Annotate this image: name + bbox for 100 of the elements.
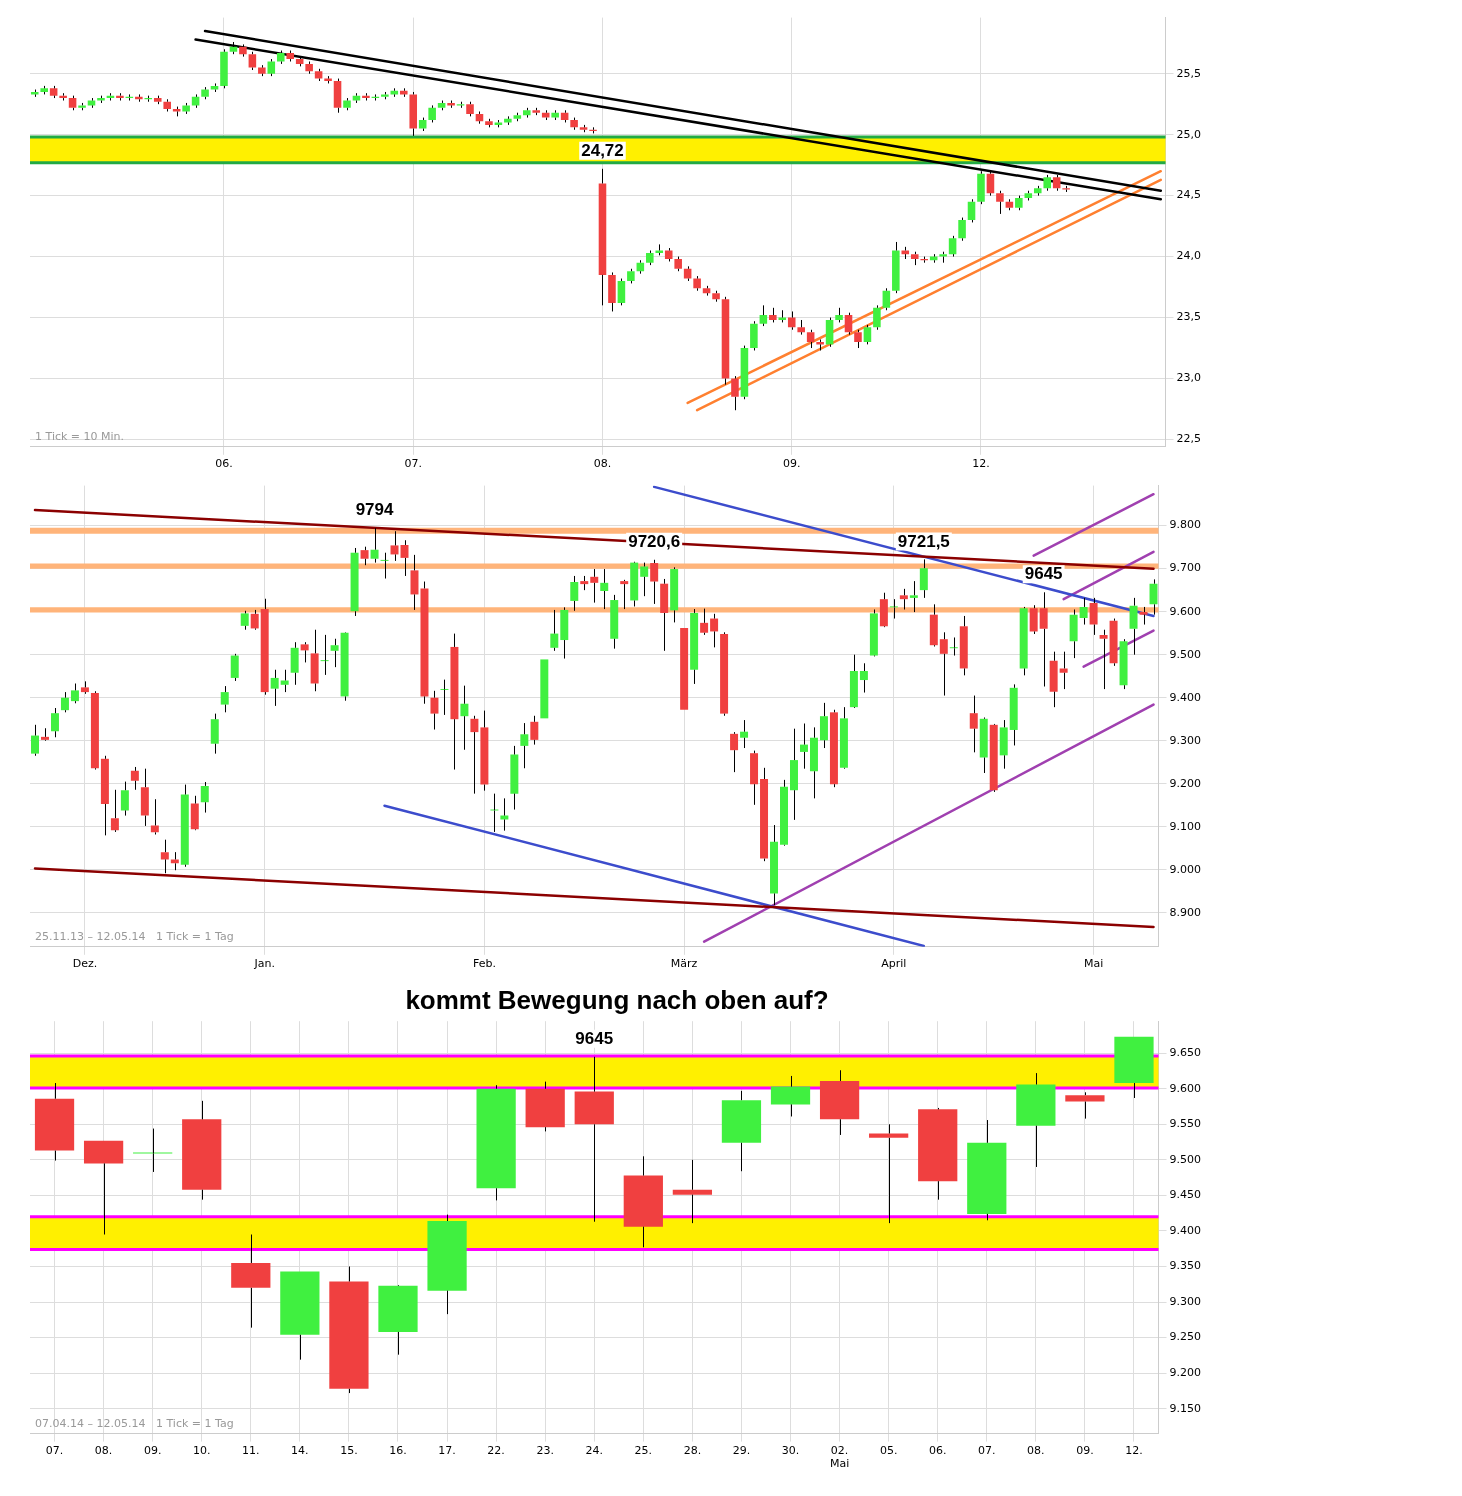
candlestick <box>258 64 266 77</box>
candlestick <box>623 1155 663 1248</box>
candlestick <box>450 633 459 771</box>
y-tick-label: 9.600 <box>1169 1081 1202 1095</box>
candlestick <box>683 265 692 282</box>
candlestick <box>170 851 179 871</box>
candlestick <box>410 554 419 611</box>
x-tick-label: 16. <box>389 1444 407 1458</box>
candlestick <box>759 304 768 327</box>
candlestick <box>1005 198 1014 211</box>
candlestick <box>1019 608 1028 676</box>
candlestick <box>510 745 519 811</box>
candlestick <box>83 1140 124 1236</box>
x-tick-label: 07. <box>404 457 422 471</box>
candlestick <box>190 795 199 830</box>
candlestick <box>918 1109 958 1201</box>
candlestick <box>608 271 616 312</box>
candlestick <box>220 48 228 89</box>
candlestick <box>989 724 998 793</box>
candlestick <box>378 1285 418 1356</box>
y-tick-label: 9.400 <box>1169 690 1202 704</box>
candlestick <box>310 629 319 692</box>
candlestick <box>352 92 361 104</box>
chart-title: kommt Bewegung nach oben auf? <box>405 984 829 1015</box>
candlestick <box>939 631 948 697</box>
y-tick-label: 9.650 <box>1169 1046 1202 1060</box>
candlestick <box>1029 604 1038 635</box>
y-tick-label: 9.500 <box>1169 1152 1202 1166</box>
x-tick-label: 22. <box>487 1444 505 1458</box>
candlestick <box>899 588 908 610</box>
candlestick <box>250 609 259 629</box>
candlestick <box>646 249 654 266</box>
candlestick <box>797 319 805 336</box>
candlestick <box>276 50 285 65</box>
candlestick <box>343 97 351 111</box>
candlestick <box>809 726 818 799</box>
candlestick <box>305 61 313 75</box>
candlestick <box>220 685 229 713</box>
candlestick <box>551 109 559 121</box>
candlestick <box>570 117 578 131</box>
candlestick <box>702 285 711 297</box>
candlestick <box>721 1090 762 1172</box>
candlestick <box>967 198 976 223</box>
candlestick <box>1043 174 1052 192</box>
candlestick <box>182 1100 222 1201</box>
candlestick <box>859 662 868 694</box>
candlestick <box>560 606 569 660</box>
x-tick-label: 08. <box>593 457 612 471</box>
candlestick <box>240 610 249 631</box>
candlestick <box>580 575 589 591</box>
candlestick <box>712 290 720 303</box>
candlestick <box>350 547 359 617</box>
candlestick <box>600 568 609 610</box>
candlestick <box>819 1069 860 1136</box>
candlestick <box>31 724 39 757</box>
candlestick <box>80 680 89 695</box>
candlestick <box>400 539 409 577</box>
x-tick-label: 08. <box>1027 1444 1045 1458</box>
candlestick <box>163 98 171 112</box>
candlestick <box>470 715 479 795</box>
candlestick <box>770 824 779 906</box>
x-tick-label: 08. <box>94 1444 113 1458</box>
annotation: 1 Tick = 10 Min. <box>35 430 125 444</box>
x-tick-label: 05. <box>879 1444 898 1458</box>
candlestick <box>996 190 1004 215</box>
candlestick <box>523 107 531 119</box>
candlestick <box>34 1082 75 1162</box>
candlestick <box>570 575 579 612</box>
candlestick <box>750 320 758 351</box>
x-tick-label: 15. <box>340 1444 358 1458</box>
candlestick <box>133 1128 173 1173</box>
y-tick-label: 24,5 <box>1176 188 1202 202</box>
candlestick <box>1059 651 1068 690</box>
x-tick-label: 30. <box>781 1444 800 1458</box>
candlestick <box>329 1266 369 1394</box>
candlestick <box>340 632 349 702</box>
y-tick-label: 9.500 <box>1169 647 1202 661</box>
candlestick <box>333 78 342 114</box>
candlestick <box>1009 683 1018 746</box>
candlestick <box>160 839 169 874</box>
y-tick-label: 25,0 <box>1176 127 1202 141</box>
x-tick-label: Feb. <box>472 957 496 971</box>
x-tick-label: April <box>881 957 907 971</box>
candlestick <box>700 608 709 636</box>
candlestick <box>849 654 858 708</box>
candlestick <box>430 690 439 731</box>
candlestick <box>760 767 769 862</box>
candlestick <box>530 715 539 746</box>
y-tick-label: 9.300 <box>1169 733 1202 747</box>
candlestick <box>959 615 968 676</box>
candlestick <box>370 527 379 564</box>
y-tick-label: 22,5 <box>1176 432 1202 446</box>
candlestick <box>1033 185 1042 197</box>
candlestick <box>420 581 429 705</box>
candlestick <box>1119 638 1128 690</box>
candlestick <box>710 613 719 648</box>
candlestick <box>541 109 550 121</box>
candlestick <box>750 750 759 806</box>
candlestick <box>672 1159 713 1224</box>
candlestick <box>948 235 957 258</box>
